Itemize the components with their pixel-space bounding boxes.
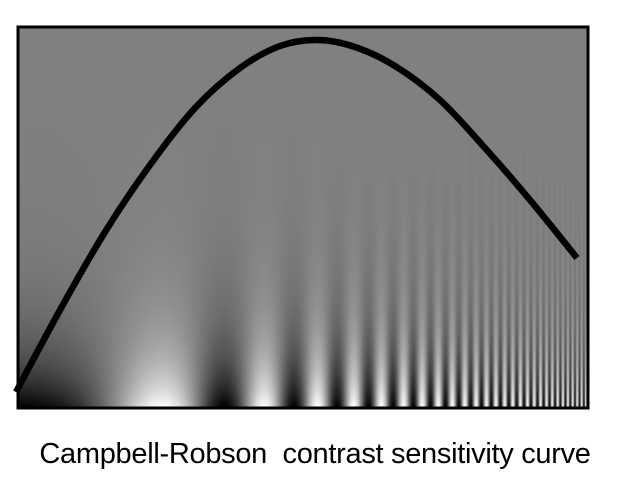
contrast-sensitivity-curve: [13, 36, 580, 394]
figure-caption: Campbell-Robson contrast sensitivity cur…: [39, 438, 591, 470]
sinusoidal-grating-image: [18, 27, 588, 408]
campbell-robson-chart: [13, 25, 590, 410]
plot-frame: [16, 25, 590, 410]
